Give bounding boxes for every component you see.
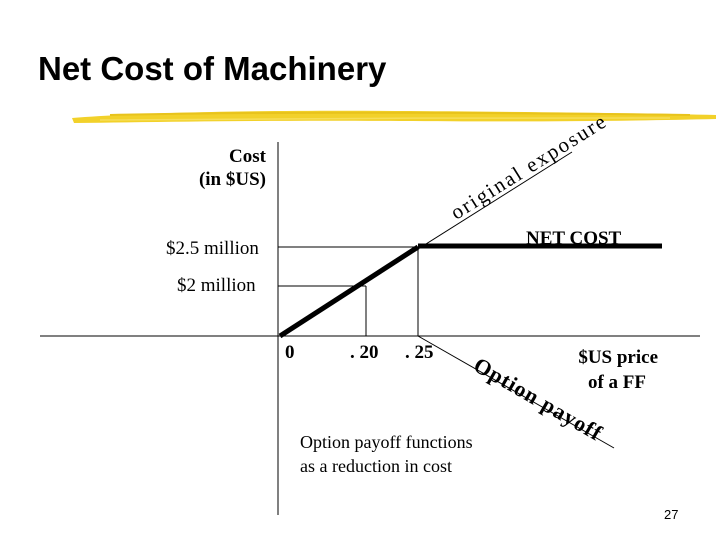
x-tick-20: . 20 [350, 342, 379, 363]
tick-2-5-million: $2.5 million [166, 238, 259, 259]
caption-line2: as a reduction in cost [300, 456, 452, 476]
tick-2-million: $2 million [177, 275, 256, 296]
y-axis-label-line2: (in $US) [198, 169, 266, 190]
page-number: 27 [664, 507, 679, 522]
cost-segment-thick [278, 244, 420, 339]
net-cost-label: NET COST [526, 228, 622, 249]
title-underline-bar [72, 110, 716, 123]
y-axis-label-line1: Cost [229, 146, 266, 167]
x-tick-0: 0 [285, 342, 295, 363]
x-axis-label-line1: $US price [578, 347, 658, 368]
caption-line1: Option payoff functions [300, 432, 473, 452]
x-axis-label-line2: of a FF [587, 372, 646, 393]
option-payoff-line [417, 335, 615, 449]
slide-title: Net Cost of Machinery [38, 50, 387, 87]
x-tick-25: . 25 [405, 342, 434, 363]
